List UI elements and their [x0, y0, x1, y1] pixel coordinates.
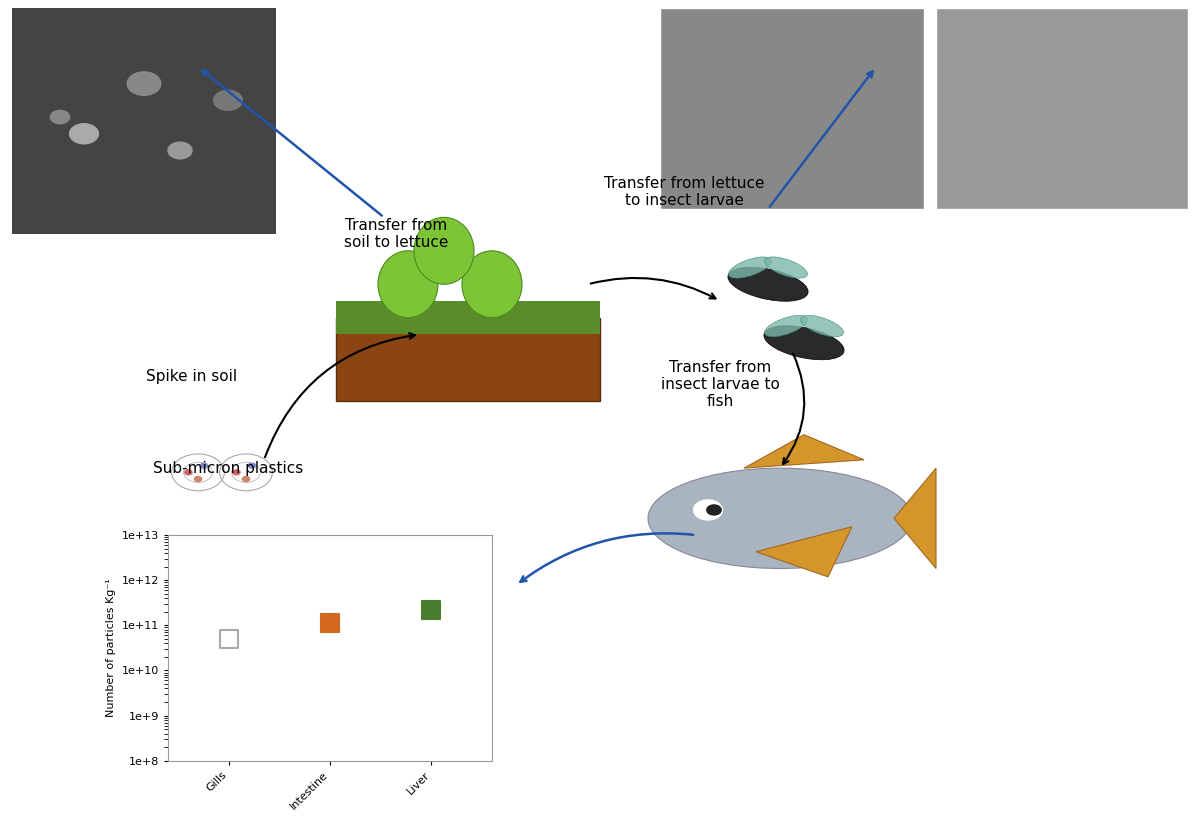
Bar — [336, 301, 600, 334]
Circle shape — [50, 110, 70, 124]
Text: Spike in soil: Spike in soil — [146, 369, 238, 384]
Ellipse shape — [462, 251, 522, 318]
Ellipse shape — [378, 251, 438, 318]
Polygon shape — [756, 527, 852, 577]
Polygon shape — [894, 468, 936, 568]
Text: Transfer from lettuce
to insect larvae: Transfer from lettuce to insect larvae — [604, 176, 764, 208]
Polygon shape — [744, 435, 864, 468]
Bar — [12, 8, 276, 234]
Point — [421, 604, 440, 617]
Circle shape — [694, 500, 722, 520]
Text: Transfer from
insect larvae to
fish: Transfer from insect larvae to fish — [660, 359, 780, 410]
Ellipse shape — [648, 468, 912, 568]
Text: Sub-micron plastics: Sub-micron plastics — [152, 461, 304, 476]
Bar — [336, 318, 600, 401]
Circle shape — [127, 72, 161, 95]
Ellipse shape — [764, 315, 808, 337]
Ellipse shape — [800, 315, 844, 337]
Ellipse shape — [728, 268, 808, 301]
Circle shape — [168, 142, 192, 159]
Ellipse shape — [728, 257, 772, 278]
Circle shape — [70, 124, 98, 144]
Y-axis label: Number of particles Kg⁻¹: Number of particles Kg⁻¹ — [106, 579, 116, 717]
Ellipse shape — [764, 326, 844, 359]
Point — [320, 617, 340, 630]
Circle shape — [707, 505, 721, 515]
Bar — [660, 8, 924, 209]
Point — [220, 632, 239, 645]
Circle shape — [194, 477, 202, 482]
Circle shape — [214, 90, 242, 110]
Text: Transfer from
soil to lettuce: Transfer from soil to lettuce — [344, 218, 448, 250]
Bar — [936, 8, 1188, 209]
Circle shape — [200, 463, 208, 468]
Circle shape — [185, 470, 192, 475]
Ellipse shape — [414, 217, 474, 284]
Circle shape — [248, 463, 256, 468]
Circle shape — [242, 477, 250, 482]
Circle shape — [233, 470, 240, 475]
Ellipse shape — [764, 257, 808, 278]
